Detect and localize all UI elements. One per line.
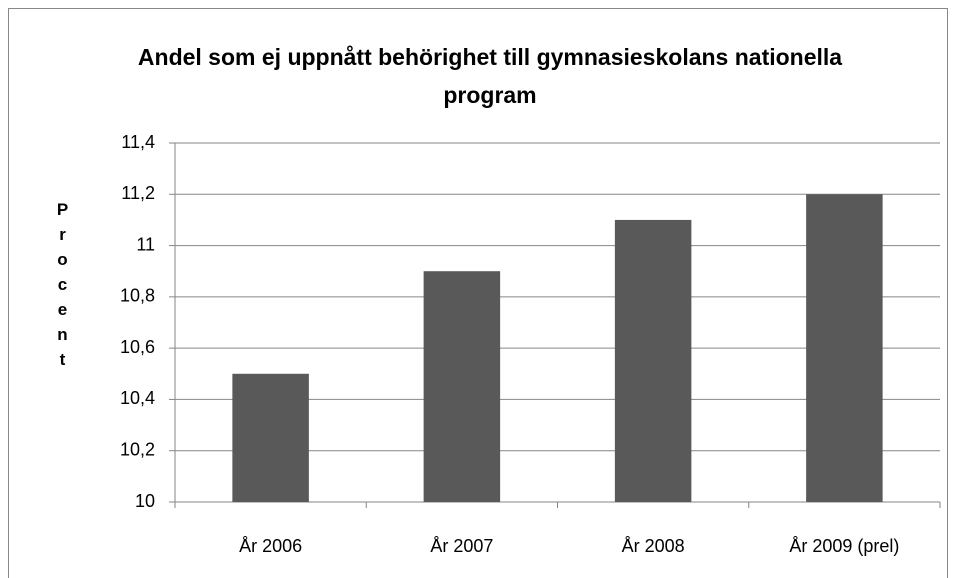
y-tick-label: 11,4	[121, 132, 155, 152]
y-tick-label: 10	[135, 491, 155, 511]
chart-title: Andel som ej uppnått behörighet till gym…	[137, 44, 843, 108]
y-tick-label: 11	[136, 234, 155, 254]
chart-border	[8, 8, 948, 578]
y-tick-label: 10,4	[120, 388, 155, 408]
y-tick-label: 11,2	[121, 183, 155, 203]
y-tick-label: 10,8	[120, 286, 155, 306]
x-tick-label: År 2008	[622, 536, 685, 556]
y-tick-label: 10,6	[120, 337, 155, 357]
x-tick-label: År 2009 (prel)	[789, 536, 899, 556]
y-axis-label: Procent	[53, 200, 72, 375]
bar	[614, 219, 692, 502]
bar	[806, 194, 883, 503]
y-tick-label: 10,2	[120, 439, 155, 459]
x-tick-label: År 2007	[430, 536, 493, 556]
bar	[423, 271, 501, 502]
x-tick-label: År 2006	[239, 536, 302, 556]
bar	[232, 373, 309, 502]
